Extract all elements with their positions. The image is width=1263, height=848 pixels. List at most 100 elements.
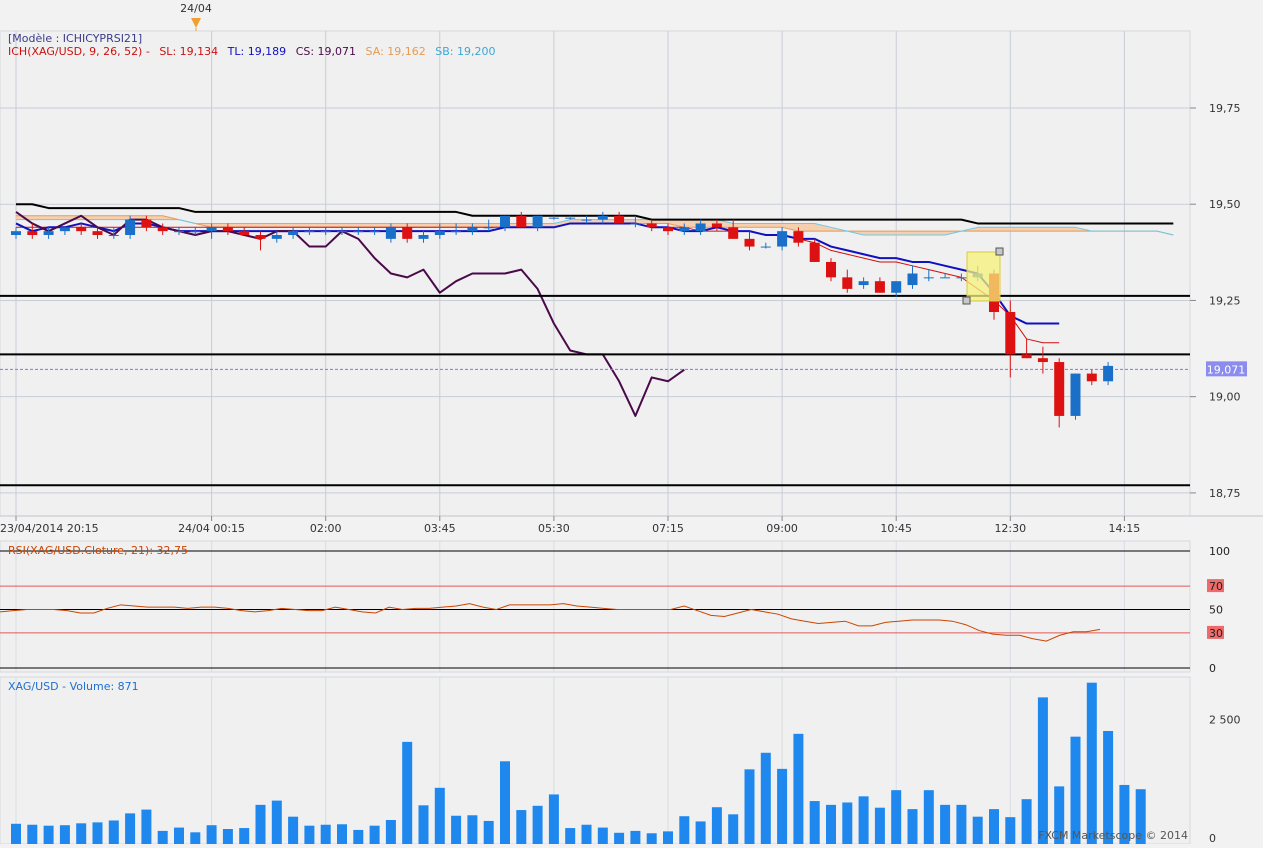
senkou-b-line [16, 219, 1174, 236]
rsi-tick-label: 50 [1209, 604, 1223, 617]
selection-highlight[interactable] [962, 247, 1004, 305]
volume-bar [695, 821, 706, 844]
candle-down [239, 231, 250, 236]
candle-down [92, 231, 103, 236]
x-tick-label: 05:30 [538, 522, 570, 535]
top-date-marker[interactable]: 24/04 [180, 2, 212, 31]
candle-down [255, 235, 266, 239]
volume-bar [483, 820, 494, 844]
candle-down [646, 223, 657, 228]
volume-bar [385, 820, 396, 844]
rsi-tick-label: 70 [1209, 580, 1223, 593]
volume-bar [728, 814, 739, 844]
volume-bar [793, 733, 804, 844]
candles [11, 211, 1114, 428]
x-tick-label: 23/04/2014 20:15 [0, 522, 99, 535]
candle-down [27, 231, 38, 236]
volume-bar [92, 822, 103, 844]
volume-bar [174, 827, 184, 844]
candle-down [614, 215, 625, 224]
rsi-level-badge [1207, 579, 1224, 593]
y-tick-label: 18,75 [1209, 487, 1241, 500]
watermark: FXCM Marketscope © 2014 [1038, 829, 1188, 842]
candle-up [434, 231, 445, 236]
volume-bar [663, 831, 673, 844]
candle-up [43, 231, 54, 236]
candle-up [304, 231, 315, 233]
candle-up [1070, 373, 1081, 416]
rsi-title: RSI(XAG/USD.Cloture, 21): 32,75 [8, 544, 188, 557]
volume-bar [711, 807, 722, 844]
rsi-tick-label: 30 [1209, 627, 1223, 640]
volume-bar [206, 825, 217, 844]
candle-up [923, 277, 934, 279]
x-tick-label: 02:00 [310, 522, 342, 535]
candle-up [385, 227, 396, 239]
candle-down [1037, 358, 1048, 363]
volume-bar [907, 809, 918, 844]
current-price-tag[interactable]: 19,071 [1206, 361, 1247, 377]
volume-bar [271, 800, 282, 844]
volume-bar [891, 790, 902, 844]
candle-up [581, 219, 592, 221]
candle-down [826, 261, 836, 278]
volume-bar [11, 823, 21, 844]
volume-bars [11, 682, 1146, 844]
candle-down [728, 227, 739, 239]
volume-bar [451, 815, 462, 844]
rsi-panel[interactable] [0, 540, 1191, 673]
tl-label: TL: 19,189 [227, 45, 287, 58]
volume-bar [1135, 789, 1146, 844]
volume-bar [157, 830, 168, 844]
candle-up [760, 246, 771, 248]
volume-bar [76, 823, 87, 844]
candle-up [858, 281, 869, 286]
ich-prefix: ICH(XAG/USD, 9, 26, 52) - [8, 45, 150, 58]
candle-down [1021, 354, 1032, 359]
volume-bar [59, 825, 70, 844]
volume-bar [923, 790, 934, 844]
volume-bar [744, 769, 755, 844]
rsi-series [0, 603, 1101, 642]
candle-up [532, 215, 543, 228]
candle-up [777, 231, 788, 247]
top-marker-label: 24/04 [180, 2, 212, 15]
ichimoku-legend: ICH(XAG/USD, 9, 26, 52) - SL: 19,134 TL:… [8, 45, 496, 58]
volume-bar [972, 816, 983, 844]
volume-bar [760, 752, 771, 844]
volume-bar [304, 825, 315, 844]
volume-bar [369, 825, 380, 844]
x-tick-label: 03:45 [424, 522, 456, 535]
volume-bar [222, 829, 233, 844]
volume-bar [565, 828, 576, 844]
volume-bar [1103, 730, 1114, 844]
candle-down [793, 231, 804, 243]
candle-up [337, 231, 347, 233]
volume-bar [27, 824, 38, 844]
candle-down [141, 219, 152, 228]
volume-bar [141, 809, 152, 844]
volume-bar [532, 805, 543, 844]
volume-bar [842, 802, 853, 844]
sa-label: SA: 19,162 [366, 45, 426, 58]
candle-down [157, 227, 168, 232]
volume-bar [1119, 784, 1130, 844]
rsi-tick-label: 0 [1209, 662, 1216, 675]
candle-down [809, 242, 820, 262]
volume-bar [1037, 697, 1048, 844]
volume-bar [630, 830, 641, 844]
candle-up [630, 223, 641, 225]
candle-down [516, 215, 527, 228]
x-tick-label: 10:45 [880, 522, 912, 535]
volume-bar [418, 805, 429, 844]
volume-bar [956, 804, 967, 844]
candle-up [695, 223, 706, 232]
volume-bar [614, 832, 625, 844]
volume-bar [826, 804, 836, 844]
main-panel[interactable] [0, 30, 1191, 517]
y-tick-label: 19,50 [1209, 198, 1241, 211]
current-price-label: 19,071 [1207, 363, 1246, 376]
candle-down [76, 227, 87, 232]
candle-up [320, 231, 331, 233]
